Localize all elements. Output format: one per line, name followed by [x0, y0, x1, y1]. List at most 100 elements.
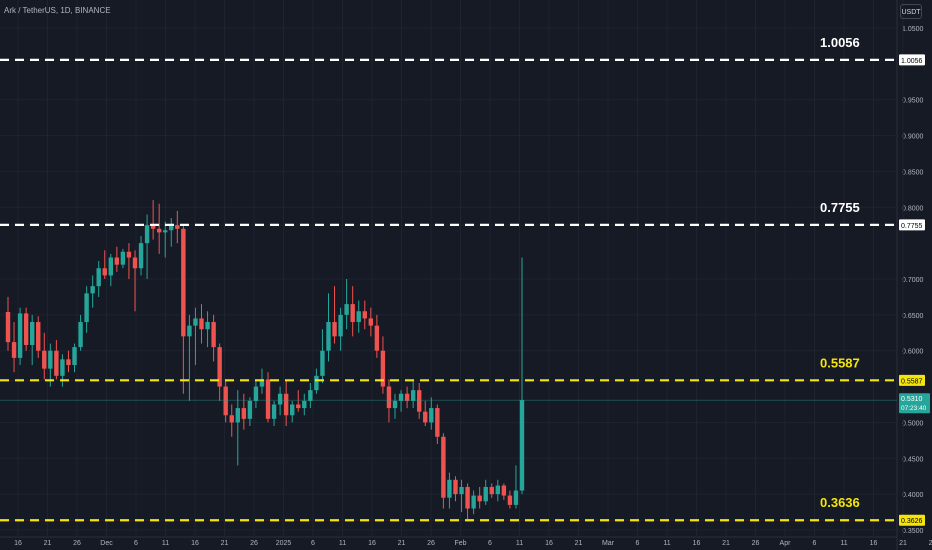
candle-body: [187, 325, 192, 337]
time-tick-label: 21: [722, 540, 730, 547]
level-label: 0.7755: [820, 200, 860, 215]
price-tick-label: 0.4500: [902, 456, 924, 463]
candle-body: [108, 257, 113, 276]
price-tick-label: 0.7000: [902, 277, 924, 284]
level-price-tag: [899, 374, 925, 386]
candle-body: [150, 225, 156, 229]
time-tick-label: Feb: [454, 540, 466, 547]
candle-body: [181, 228, 186, 337]
price-tick-label: 0.6000: [902, 349, 924, 356]
time-tick-label: 6: [636, 540, 640, 547]
candle-body: [241, 408, 247, 419]
candle-body: [483, 486, 488, 502]
level-label: 1.0056: [820, 35, 860, 50]
candle-body: [344, 304, 349, 315]
candle-body: [90, 286, 95, 294]
level-price-tag-text: 0.3626: [901, 518, 923, 525]
candle-body: [23, 313, 29, 345]
countdown-tag-text: 07:23:40: [901, 405, 927, 412]
candle-body: [205, 322, 210, 330]
time-tick-label: Mar: [602, 540, 615, 547]
candle-body: [48, 350, 53, 369]
candle-body: [199, 318, 204, 330]
candle-body: [5, 311, 11, 343]
candle-body: [156, 228, 162, 233]
candle-body: [398, 393, 404, 401]
time-tick-label: 11: [663, 540, 670, 547]
candle-body: [501, 485, 507, 496]
candle-body: [507, 495, 513, 505]
time-tick-label: 11: [516, 540, 523, 547]
candle-body: [54, 350, 59, 376]
candle-body: [247, 400, 253, 419]
level-label: 0.5587: [820, 355, 860, 370]
price-tick-label: 0.9000: [902, 134, 924, 141]
candle-body: [17, 313, 23, 358]
time-tick-label: 21: [221, 540, 229, 547]
currency-button[interactable]: USDT: [900, 4, 922, 19]
candle-body: [277, 393, 283, 405]
price-tick-label: 0.5000: [902, 420, 924, 427]
symbol-title: Ark / TetherUS, 1D, BINANCE: [4, 6, 111, 15]
time-tick-label: 26: [427, 540, 435, 547]
candle-body: [453, 479, 458, 495]
time-tick-label: 26: [929, 540, 932, 547]
candle-body: [138, 243, 144, 269]
time-tick-label: 6: [488, 540, 492, 547]
candle-body: [259, 379, 265, 387]
candle-body: [350, 304, 355, 323]
price-tick-label: 0.8500: [902, 169, 924, 176]
candle-body: [72, 347, 77, 366]
time-tick-label: 6: [134, 540, 138, 547]
candle-body: [417, 390, 422, 412]
candle-body: [477, 495, 482, 502]
candle-body: [314, 375, 319, 391]
candle-body: [374, 325, 380, 351]
candle-body: [175, 225, 180, 229]
price-tick-label: 0.3500: [902, 528, 924, 535]
time-tick-label: 2025: [276, 540, 292, 547]
candle-body: [235, 408, 240, 423]
time-tick-label: Dec: [100, 540, 113, 547]
candle-body: [308, 390, 313, 401]
time-tick-label: 26: [73, 540, 81, 547]
candle-body: [429, 408, 434, 423]
candle-body: [519, 400, 525, 491]
candle-body: [302, 400, 307, 409]
candle-body: [404, 393, 410, 401]
candle-body: [332, 322, 337, 337]
candle-body: [36, 322, 41, 351]
current-price-tag: [899, 393, 930, 414]
candle-body: [163, 230, 168, 233]
time-tick-label: 16: [545, 540, 553, 547]
candle-body: [326, 322, 331, 351]
time-tick-label: 16: [368, 540, 376, 547]
candle-body: [459, 486, 464, 495]
candle-body: [114, 257, 120, 265]
candle-body: [423, 411, 428, 423]
time-tick-label: 6: [813, 540, 817, 547]
candle-body: [283, 393, 289, 416]
candle-body: [290, 404, 295, 416]
candle-body: [66, 359, 71, 366]
candle-body: [11, 342, 17, 358]
candle-body: [60, 359, 65, 376]
candle-body: [447, 479, 452, 498]
price-tick-label: 1.0500: [902, 26, 924, 33]
candle-body: [465, 486, 470, 509]
candle-body: [471, 495, 476, 509]
candle-body: [265, 379, 271, 419]
candle-body: [513, 490, 519, 505]
level-price-tag-text: 0.7755: [901, 223, 923, 230]
level-price-tag: [899, 54, 925, 66]
candle-body: [120, 251, 126, 265]
time-tick-label: 21: [398, 540, 406, 547]
candle-body: [489, 486, 494, 495]
level-price-tag-text: 1.0056: [901, 58, 923, 65]
time-tick-label: 6: [311, 540, 315, 547]
level-price-tag: [899, 219, 925, 231]
candle-body: [441, 436, 446, 498]
price-tick-label: 0.9500: [902, 98, 924, 105]
candle-body: [410, 390, 416, 401]
